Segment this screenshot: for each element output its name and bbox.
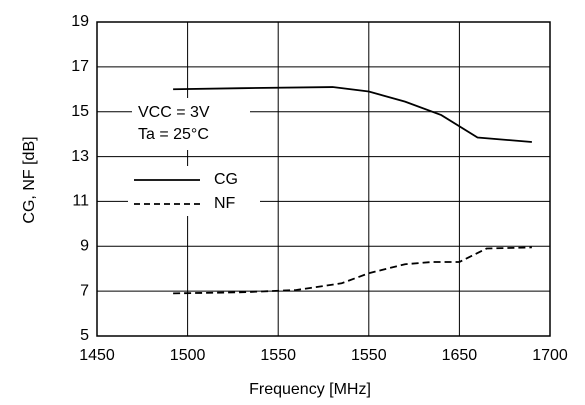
y-tick-label: 9 <box>80 238 89 255</box>
annotation-bg <box>132 98 250 150</box>
annotation: VCC = 3V <box>138 104 210 121</box>
x-tick-label: 1650 <box>442 347 478 364</box>
x-tick-label: 1450 <box>79 347 115 364</box>
series-line <box>173 246 532 295</box>
legend-bg <box>128 166 260 216</box>
legend-label: NF <box>214 195 236 212</box>
y-tick-label: 15 <box>71 103 89 120</box>
x-tick-label: 1550 <box>351 347 387 364</box>
x-tick-label: 1550 <box>260 347 296 364</box>
y-tick-label: 5 <box>80 327 89 344</box>
x-tick-label: 1500 <box>170 347 206 364</box>
y-tick-label: 7 <box>80 282 89 299</box>
legend-label: CG <box>214 171 238 188</box>
series-line <box>173 86 532 143</box>
y-tick-label: 17 <box>71 58 89 75</box>
y-tick-label: 13 <box>71 148 89 165</box>
y-tick-label: 11 <box>72 193 89 210</box>
y-tick-label: 19 <box>71 13 89 30</box>
x-axis-label: Frequency [MHz] <box>249 381 371 398</box>
annotation: Ta = 25°C <box>138 126 209 143</box>
y-axis-label: CG, NF [dB] <box>21 136 38 223</box>
x-tick-label: 1700 <box>532 347 568 364</box>
plot-frame <box>96 21 551 337</box>
